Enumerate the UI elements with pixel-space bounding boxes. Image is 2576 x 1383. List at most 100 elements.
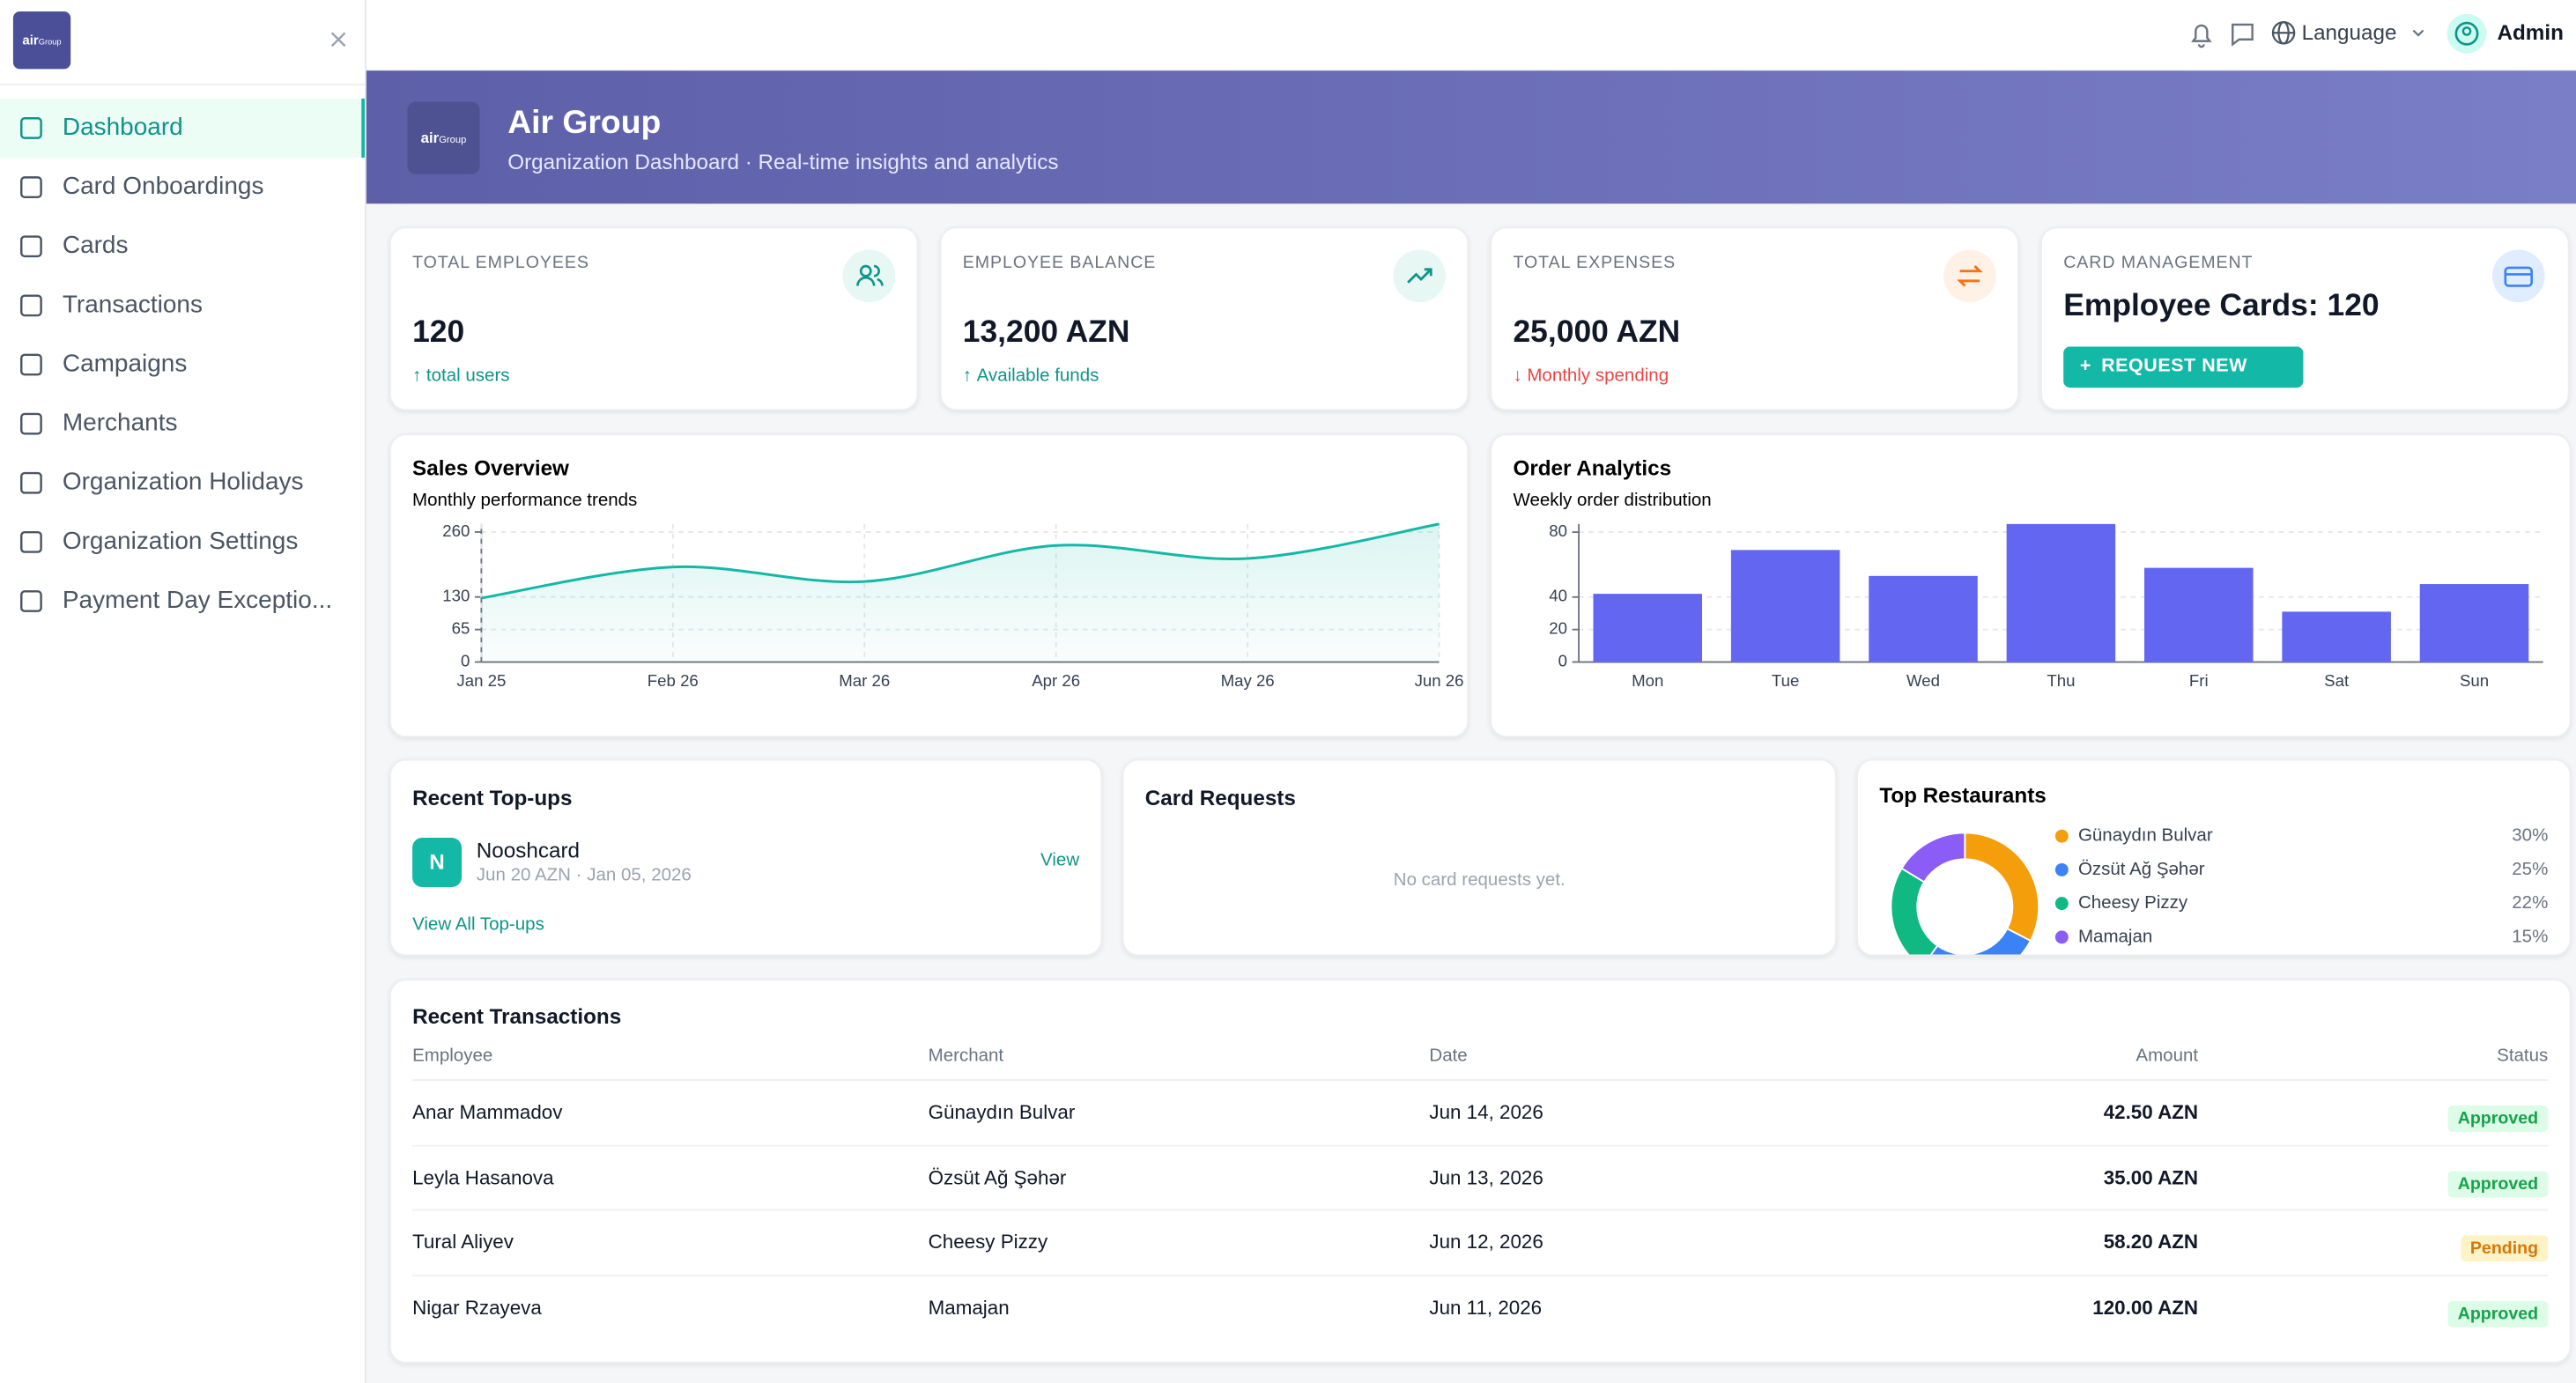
donut-segment [1929, 927, 2032, 955]
legend-dot [2054, 862, 2069, 876]
x-tick-label: Mar 26 [839, 671, 890, 690]
nav-item[interactable]: Campaigns [0, 335, 365, 394]
arrow-icon: ↓ [1513, 366, 1522, 387]
legend-dot [2054, 829, 2069, 843]
chart-subtitle: Weekly order distribution [1513, 490, 1711, 510]
nav-item[interactable]: Cards [0, 217, 365, 276]
nav-icon [20, 471, 42, 494]
nav-icon [20, 530, 42, 553]
nav-item[interactable]: Payment Day Exceptio... [0, 572, 365, 631]
arrow-icon: ↑ [412, 366, 422, 387]
legend-label: Mamajan [2078, 926, 2152, 946]
value-label: 22% [2512, 892, 2548, 913]
orders-card: Order Analytics Weekly order distribution… [1490, 433, 2572, 738]
x-tick-label: Tue [1772, 671, 1799, 690]
line-chart: Sales Overview Monthly performance trends… [412, 457, 1464, 690]
stat-icon [1943, 249, 1996, 303]
x-tick-label: Feb 26 [648, 671, 699, 690]
value-label: 25% [2512, 859, 2548, 879]
plus-icon: + [2079, 356, 2091, 377]
y-tick-label: 0 [461, 651, 470, 669]
bar [2006, 523, 2116, 662]
bell-icon[interactable] [2187, 19, 2217, 49]
request-card-button[interactable]: + REQUEST NEW CARD [2063, 346, 2304, 409]
nav-item[interactable]: Organization Settings [0, 513, 365, 572]
nav-item[interactable]: Card Onboardings [0, 158, 365, 217]
avatar[interactable] [2446, 13, 2488, 55]
card-requests: Card Requests No card requests yet. [1121, 758, 1837, 957]
icon-shape [20, 117, 42, 139]
stat-card: TOTAL EMPLOYEES 120 ↑ total users [389, 226, 919, 411]
nav-label: Organization Settings [62, 527, 299, 556]
table-cell: Leyla Hasanova [412, 1165, 554, 1189]
nav-item[interactable]: Merchants [0, 395, 365, 454]
table-cell: Günaydın Bulvar [928, 1100, 1076, 1124]
language-select[interactable]: Language [2301, 19, 2397, 45]
nav-item[interactable]: Transactions [0, 276, 365, 335]
x-tick-label: Thu [2047, 671, 2075, 690]
stat-label: EMPLOYEE BALANCE [962, 253, 1157, 273]
legend-dot [2054, 930, 2069, 944]
donut-segment [1890, 867, 1939, 955]
status-badge: Pending [2460, 1236, 2549, 1262]
table-cell: Jun 13, 2026 [1429, 1165, 1543, 1189]
nav-icon [20, 353, 42, 376]
stat-card: EMPLOYEE BALANCE 13,200 AZN ↑ Available fun… [939, 226, 1469, 411]
column-header: Merchant [928, 1046, 1004, 1067]
logo[interactable]: airGroup [12, 11, 71, 70]
table-cell: Tural Aliyev [412, 1231, 514, 1254]
row-divider [412, 1209, 2549, 1212]
x-tick-label: Apr 26 [1032, 671, 1080, 690]
icon-shape [20, 294, 42, 317]
topup-view-link[interactable]: View [1040, 850, 1080, 871]
table-cell: 35.00 AZN [2103, 1165, 2199, 1189]
nav-icon [20, 176, 42, 198]
card-icon [2491, 249, 2545, 303]
donut-chart: Top Restaurants Günaydın Bulvar 30% Özsüt A… [1879, 784, 2548, 955]
stat-value: 25,000 AZN [1513, 315, 1681, 351]
button-label: REQUEST NEW CARD [2063, 356, 2247, 411]
bar-chart: Order Analytics Weekly order distribution… [1513, 457, 2543, 690]
view-all-link[interactable]: View All Top-ups [412, 914, 544, 936]
sidebar: airGroup Dashboard Card Onboardings Cards T… [0, 0, 366, 1383]
chat-icon[interactable] [2228, 19, 2258, 49]
table-cell: Cheesy Pizzy [928, 1231, 1048, 1254]
logo-suffix: Group [439, 136, 467, 146]
nav-label: Cards [62, 231, 129, 260]
stat-icon [842, 249, 896, 303]
legend-label: Cheesy Pizzy [2078, 892, 2188, 913]
stat-label: TOTAL EMPLOYEES [412, 253, 589, 273]
nav-label: Campaigns [62, 350, 188, 378]
y-tick-label: 40 [1549, 587, 1567, 605]
nav-item[interactable]: Organization Holidays [0, 454, 365, 513]
x-tick-label: Sun [2460, 671, 2489, 690]
user-name[interactable]: Admin [2497, 19, 2564, 45]
icon-shape [20, 235, 42, 258]
restaurants-card: Top Restaurants Günaydın Bulvar 30% Özsüt A… [1856, 758, 2572, 957]
globe-icon[interactable] [2270, 19, 2297, 46]
note-text: Monthly spending [1527, 366, 1669, 387]
x-tick-label: Jun 26 [1415, 671, 1464, 690]
logo-suffix: Group [38, 37, 62, 48]
close-button[interactable] [329, 30, 348, 49]
table-cell: Nigar Rzayeva [412, 1296, 542, 1320]
y-tick-label: 260 [442, 521, 470, 540]
table-cell: Mamajan [928, 1296, 1010, 1320]
x-tick-label: Sat [2324, 671, 2350, 690]
column-header: Date [1429, 1046, 1468, 1067]
banner-subtitle: Organization Dashboard · Real-time insig… [507, 149, 1059, 174]
x-tick-label: May 26 [1221, 671, 1275, 690]
nav-icon [20, 235, 42, 258]
card-title: Recent Transactions [412, 1003, 622, 1029]
nav-label: Dashboard [62, 113, 183, 142]
logo-brand: air [22, 33, 39, 48]
topup-avatar: N [412, 838, 463, 887]
stat-card: TOTAL EXPENSES 25,000 AZN ↓ Monthly spendin… [1490, 226, 2019, 411]
stat-value: 13,200 AZN [962, 315, 1130, 351]
table-cell: Jun 12, 2026 [1429, 1231, 1543, 1254]
status-badge: Approved [2447, 1171, 2549, 1197]
donut-segment [1964, 832, 2040, 943]
table-cell: Anar Mammadov [412, 1100, 563, 1124]
nav-item[interactable]: Dashboard [0, 98, 365, 159]
